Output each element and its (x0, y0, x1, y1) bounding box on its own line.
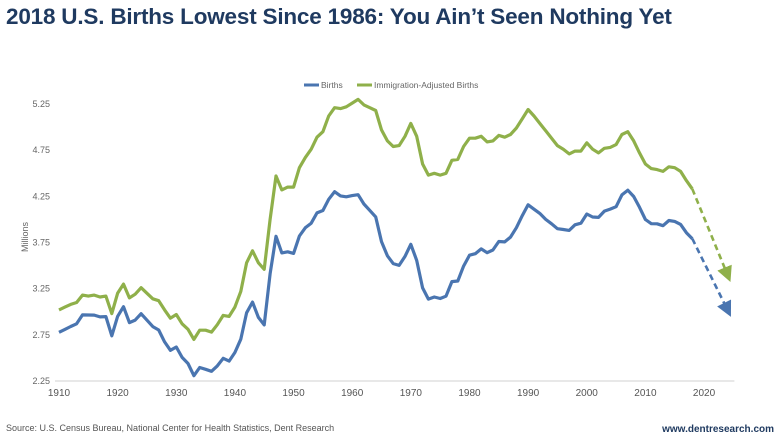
y-tick-label: 3.25 (32, 284, 50, 294)
x-tick-label: 1910 (48, 388, 71, 399)
y-tick-label: 4.25 (32, 191, 50, 201)
y-tick-label: 2.75 (32, 330, 50, 340)
x-tick-label: 1960 (341, 388, 364, 399)
x-tick-label: 1950 (282, 388, 305, 399)
x-tick-label: 2020 (693, 388, 716, 399)
x-tick-label: 1970 (400, 388, 423, 399)
y-tick-label: 4.75 (32, 145, 50, 155)
projection-arrow-births (691, 238, 732, 317)
y-axis-label: Millions (20, 222, 30, 253)
x-tick-label: 2000 (576, 388, 599, 399)
x-tick-label: 1980 (458, 388, 481, 399)
x-tick-label: 2010 (634, 388, 657, 399)
legend-label-immigration-adjusted: Immigration-Adjusted Births (374, 80, 478, 90)
x-tick-label: 1940 (224, 388, 247, 399)
source-note: Source: U.S. Census Bureau, National Cen… (6, 423, 335, 433)
projection-arrow-immigration-adjusted-births (691, 188, 732, 283)
website-link[interactable]: www.dentresearch.com (662, 424, 774, 435)
y-tick-label: 5.25 (32, 99, 50, 109)
series-line-births (58, 188, 694, 378)
series-line-immigration-adjusted-births (58, 97, 694, 341)
legend-label-births: Births (321, 80, 343, 90)
y-tick-label: 3.75 (32, 238, 50, 248)
legend: Births Immigration-Adjusted Births (304, 80, 478, 90)
x-tick-label: 1930 (165, 388, 188, 399)
y-tick-label: 2.25 (32, 376, 50, 386)
chart-title: 2018 U.S. Births Lowest Since 1986: You … (6, 4, 672, 29)
x-tick-label: 1920 (107, 388, 130, 399)
x-tick-label: 1990 (517, 388, 540, 399)
